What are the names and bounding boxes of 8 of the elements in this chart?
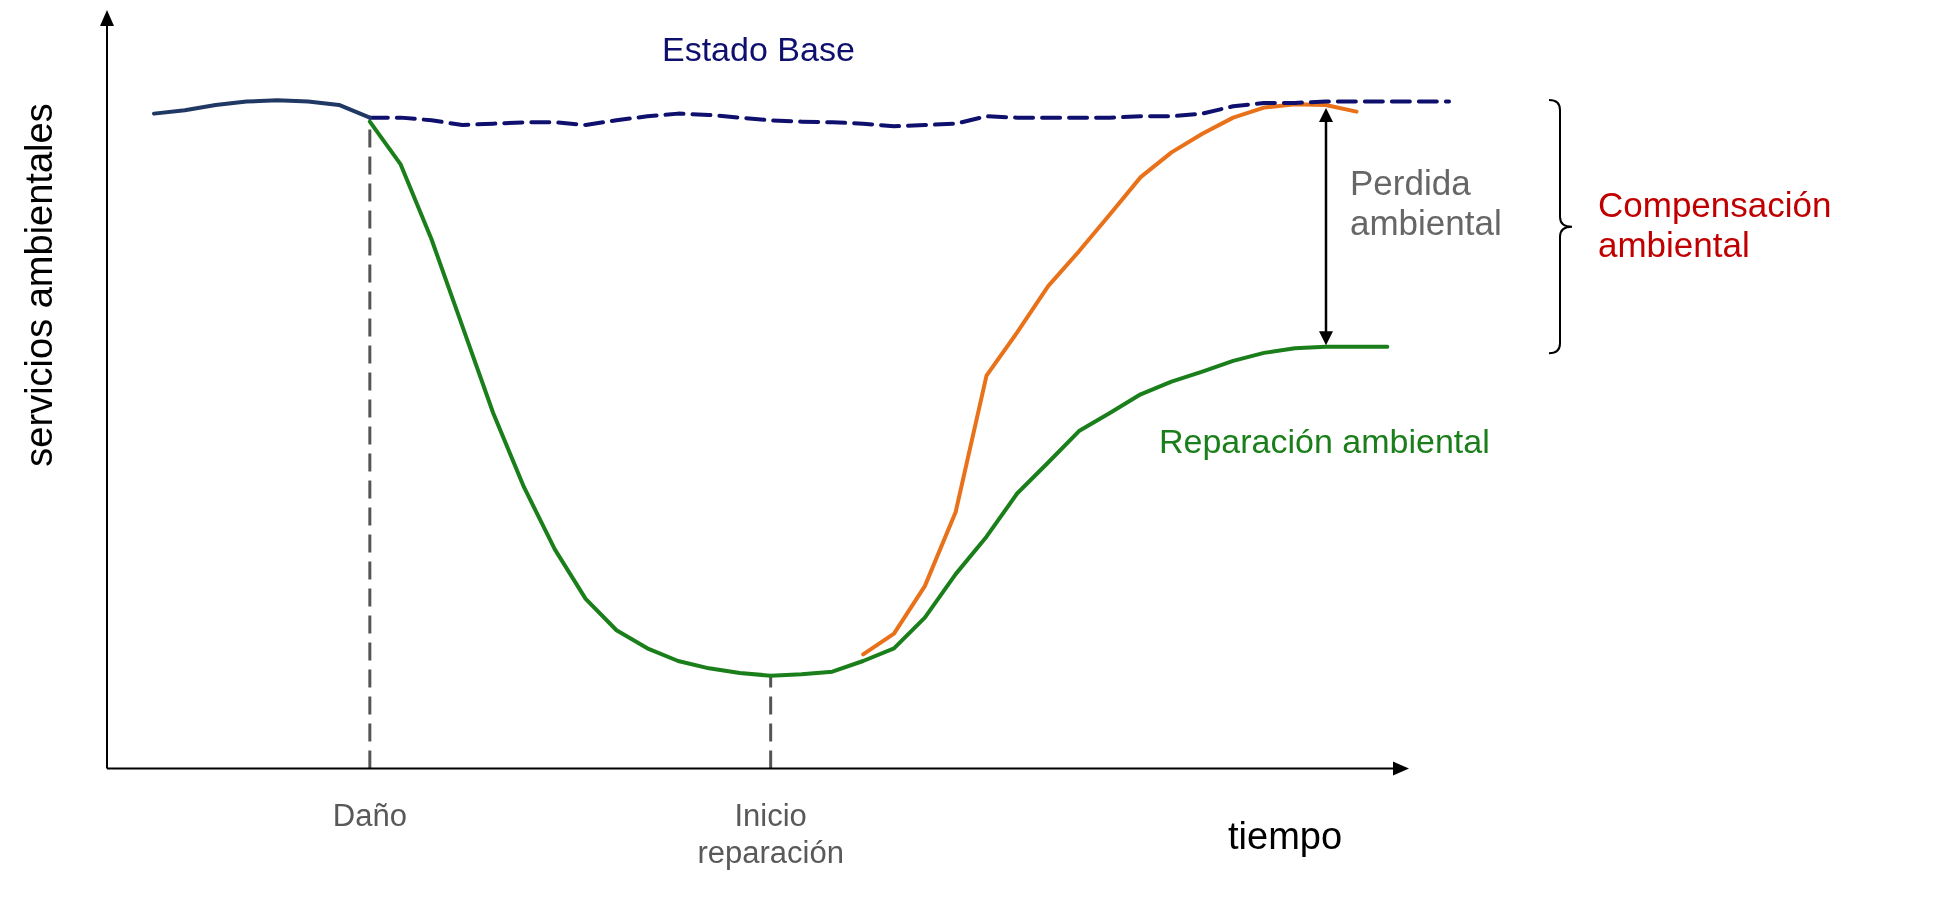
x-tick-label: Inicio reparación [697,797,844,870]
annotation: Perdida ambiental [1350,163,1503,244]
x-tick-label: Daño [332,797,407,833]
series-label: Reparación ambiental [1159,422,1490,462]
text: Compensación ambiental [1598,185,1833,266]
y-axis-title: servicios ambientales [18,103,62,467]
series-label: Estado Base [662,30,855,70]
x-axis-title: tiempo [1228,815,1343,859]
